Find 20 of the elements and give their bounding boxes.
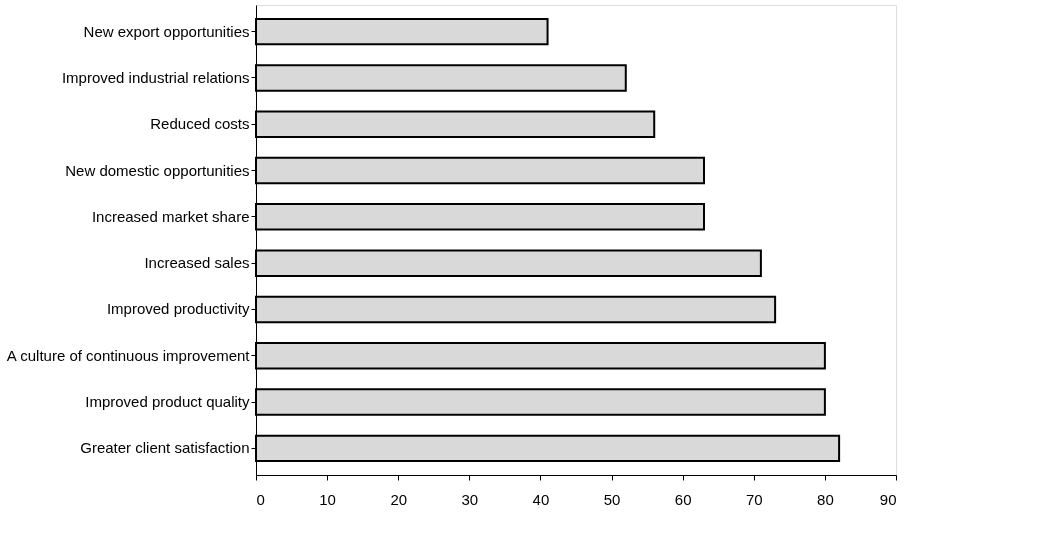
x-tick-label: 40 xyxy=(532,490,550,508)
x-tick-label: 70 xyxy=(745,490,763,508)
y-tick-label: Increased sales xyxy=(144,254,250,272)
x-tick-label: 90 xyxy=(879,490,897,508)
y-tick-label: Improved product quality xyxy=(85,393,250,411)
y-tick-label: New export opportunities xyxy=(83,22,250,40)
y-tick-label: Reduced costs xyxy=(150,115,250,133)
y-tick-label: Increased market share xyxy=(91,207,250,225)
x-tick-label: 20 xyxy=(390,490,408,508)
x-tick-label: 50 xyxy=(603,490,621,508)
x-tick-label: 80 xyxy=(817,490,834,508)
y-tick-label: New domestic opportunities xyxy=(65,161,250,179)
x-tick-label: 60 xyxy=(674,490,692,508)
x-tick-label: 0 xyxy=(256,490,265,508)
y-tick-label: Improved productivity xyxy=(106,300,250,318)
y-tick-label: Improved industrial relations xyxy=(61,68,250,86)
y-tick-label: A culture of continuous improvement xyxy=(6,346,251,364)
x-tick-label: 30 xyxy=(461,490,479,508)
y-tick-label: Greater client satisfaction xyxy=(80,439,250,457)
x-tick-label: 10 xyxy=(319,490,336,508)
